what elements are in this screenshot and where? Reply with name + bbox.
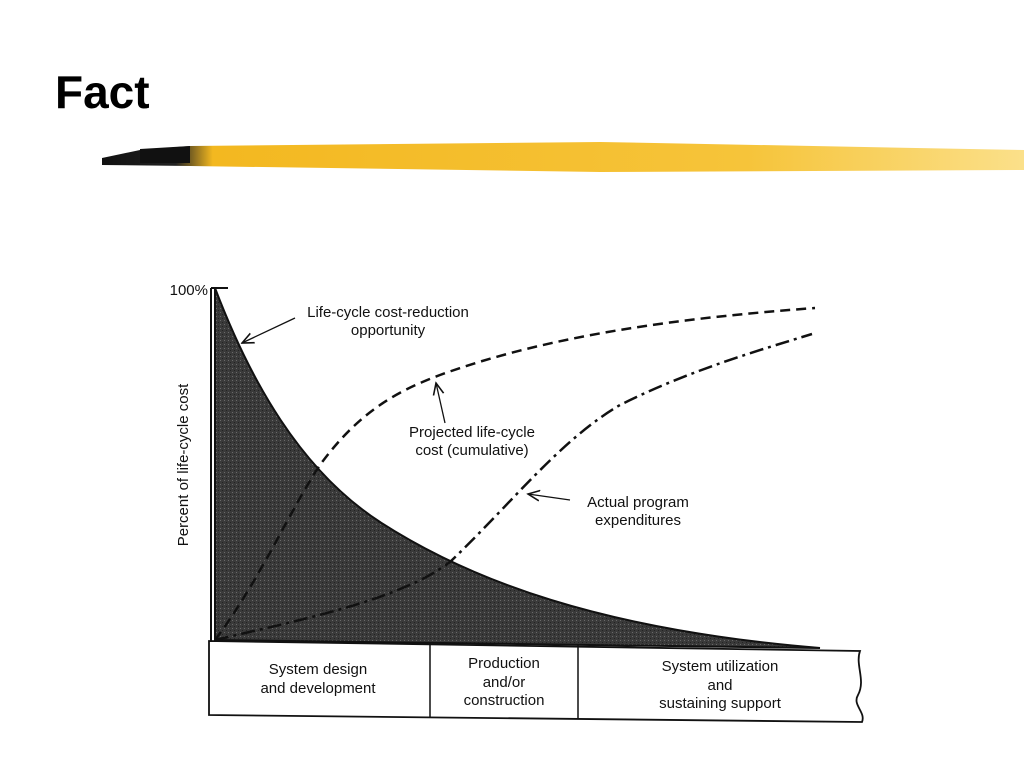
arrow <box>242 317 296 343</box>
title-brush <box>102 142 1024 172</box>
phase-label: System utilization <box>662 658 779 675</box>
phase-label: and development <box>260 680 376 697</box>
annotation: cost (cumulative) <box>415 442 528 459</box>
y-tick-label: 100% <box>170 282 208 299</box>
phase-label: construction <box>464 692 545 709</box>
annotation: expenditures <box>595 512 681 529</box>
phase-label: System design <box>269 661 367 678</box>
slide-title: Fact <box>55 66 150 118</box>
annotation: opportunity <box>351 322 426 339</box>
brush-dark <box>140 146 190 163</box>
cost-reduction-area <box>214 287 821 649</box>
phase-box <box>208 640 864 723</box>
annotation: Life-cycle cost-reduction <box>307 304 469 321</box>
projected-curve <box>213 306 816 641</box>
phase-label: sustaining support <box>659 695 782 712</box>
phase-label: and <box>707 677 732 694</box>
arrow <box>528 494 571 500</box>
arrow <box>436 383 446 424</box>
annotation: Projected life-cycle <box>409 424 535 441</box>
y-axis-label: Percent of life-cycle cost <box>175 383 192 546</box>
annotation: Actual program <box>587 494 689 511</box>
phase-label: Production <box>468 655 540 672</box>
phase-label: and/or <box>483 674 526 691</box>
actual-curve <box>214 332 813 642</box>
